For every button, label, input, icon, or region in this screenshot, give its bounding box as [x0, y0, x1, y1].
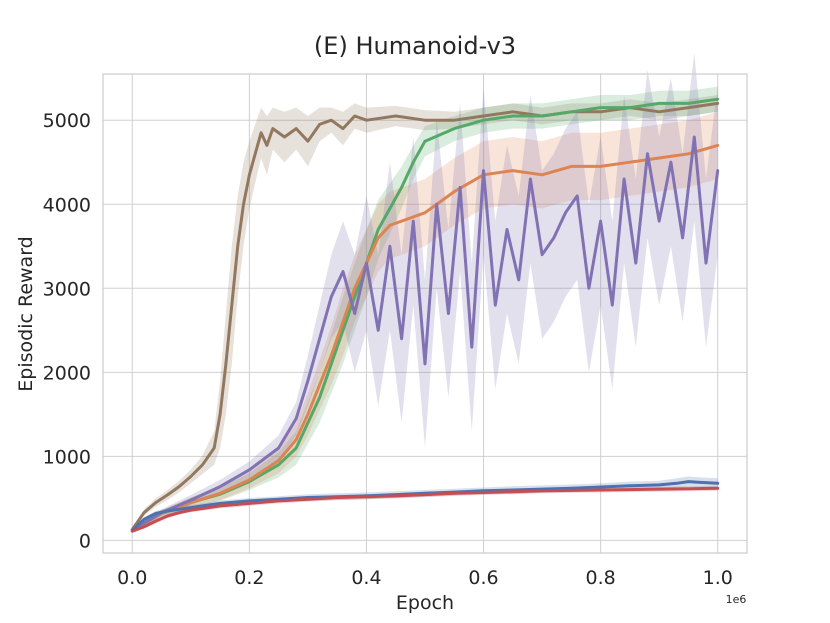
- x-tick-labels: 0.0 0.2 0.4 0.6 0.8 1.0: [117, 567, 733, 589]
- y-axis-label: Episodic Reward: [15, 236, 37, 391]
- x-tick-label: 0.6: [468, 567, 498, 589]
- x-tick-label: 0.0: [117, 567, 147, 589]
- series-3-line: [130, 143, 720, 532]
- series-lines: [130, 97, 720, 533]
- x-tick-label: 0.4: [351, 567, 381, 589]
- x-tick-label: 0.8: [586, 567, 616, 589]
- y-tick-label: 0: [79, 530, 91, 552]
- series-4-band: [132, 53, 718, 532]
- y-tick-label: 3000: [43, 278, 91, 300]
- y-tick-label: 4000: [43, 194, 91, 216]
- y-tick-labels: 0 1000 2000 3000 4000 5000: [43, 110, 91, 552]
- series-6-line: [130, 486, 720, 533]
- x-axis-label: Epoch: [396, 592, 454, 614]
- x-tick-label: 0.2: [234, 567, 264, 589]
- y-tick-label: 2000: [43, 362, 91, 384]
- confidence-bands: [132, 53, 718, 533]
- grid: [103, 74, 747, 553]
- chart-title: (E) Humanoid-v3: [314, 32, 516, 60]
- plot-frame: [102, 73, 748, 554]
- y-tick-label: 5000: [43, 110, 91, 132]
- series-4-line: [130, 135, 720, 532]
- series-3-band: [132, 111, 718, 533]
- x-tick-label: 1.0: [703, 567, 733, 589]
- x-axis-offset-label: 1e6: [726, 593, 747, 606]
- series-2-line: [130, 97, 720, 532]
- y-tick-label: 1000: [43, 446, 91, 468]
